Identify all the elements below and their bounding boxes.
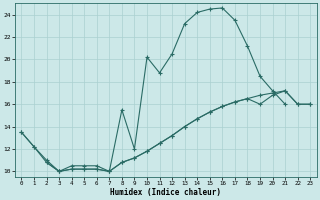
X-axis label: Humidex (Indice chaleur): Humidex (Indice chaleur) — [110, 188, 221, 197]
